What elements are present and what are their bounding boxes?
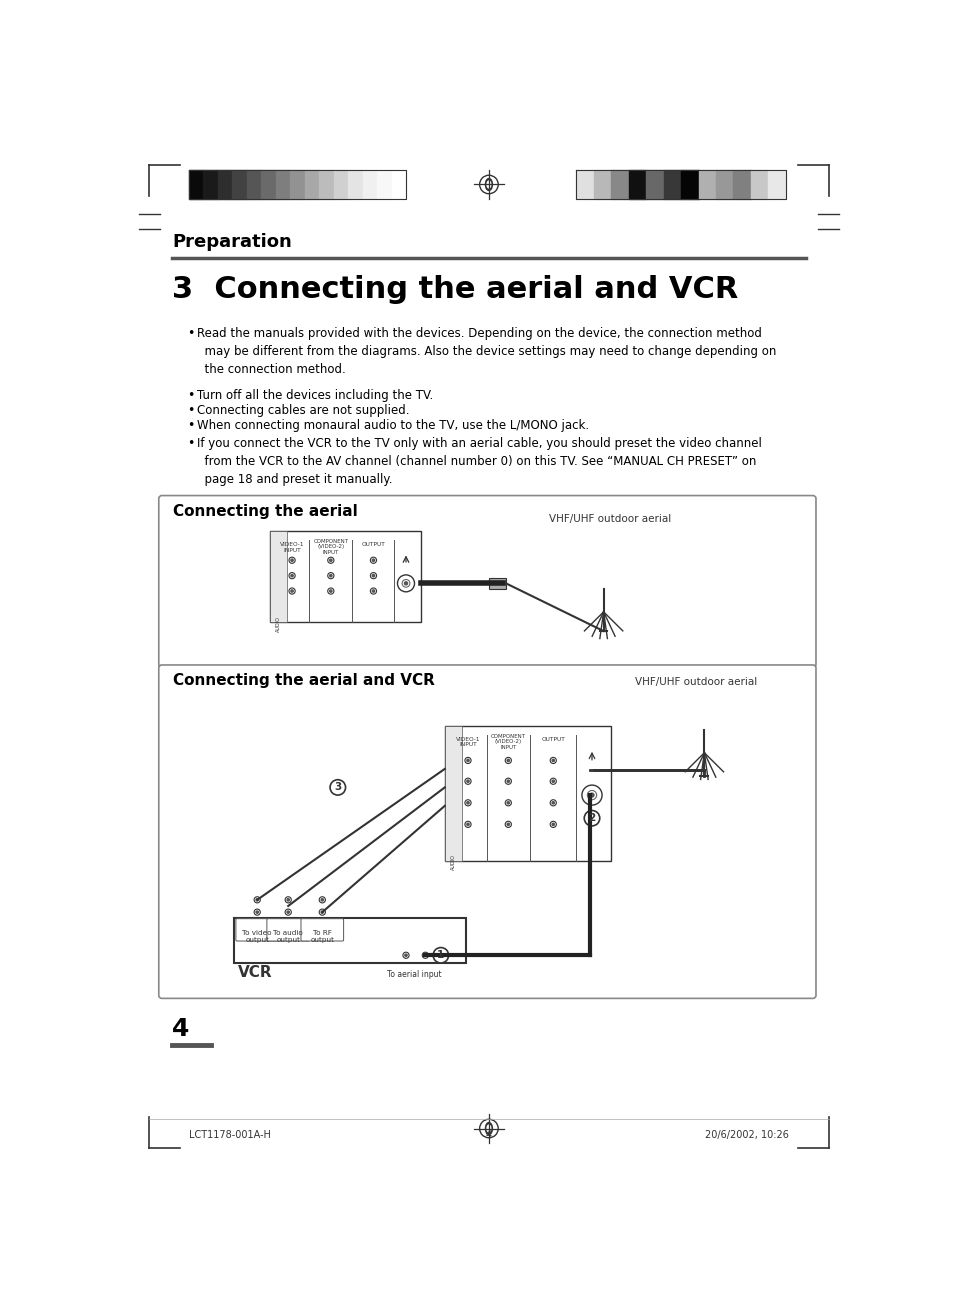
Bar bbox=[391, 170, 406, 199]
Circle shape bbox=[583, 810, 599, 826]
Circle shape bbox=[404, 582, 407, 585]
Bar bbox=[680, 170, 698, 199]
Circle shape bbox=[372, 590, 375, 593]
Circle shape bbox=[424, 954, 426, 957]
Text: 4: 4 bbox=[172, 1017, 189, 1041]
Circle shape bbox=[507, 802, 509, 803]
Text: •: • bbox=[187, 404, 194, 417]
Circle shape bbox=[550, 822, 556, 827]
Circle shape bbox=[505, 779, 511, 784]
Circle shape bbox=[253, 897, 260, 903]
Text: VHF/UHF outdoor aerial: VHF/UHF outdoor aerial bbox=[634, 677, 756, 686]
Bar bbox=[304, 170, 319, 199]
FancyBboxPatch shape bbox=[158, 495, 815, 667]
Bar bbox=[334, 170, 348, 199]
Circle shape bbox=[507, 823, 509, 826]
Text: OUTPUT: OUTPUT bbox=[540, 737, 564, 741]
Bar bbox=[733, 170, 750, 199]
Circle shape bbox=[552, 823, 554, 826]
Circle shape bbox=[328, 588, 334, 594]
Text: To audio
output: To audio output bbox=[274, 930, 303, 944]
Bar bbox=[203, 170, 217, 199]
Text: Turn off all the devices including the TV.: Turn off all the devices including the T… bbox=[196, 389, 433, 402]
Text: VCR: VCR bbox=[237, 965, 273, 980]
Bar bbox=[348, 170, 362, 199]
Text: AUDIO: AUDIO bbox=[276, 616, 281, 632]
Circle shape bbox=[285, 897, 291, 903]
Circle shape bbox=[552, 780, 554, 783]
Text: Read the manuals provided with the devices. Depending on the device, the connect: Read the manuals provided with the devic… bbox=[196, 326, 776, 376]
Text: •: • bbox=[187, 437, 194, 450]
Bar bbox=[275, 170, 290, 199]
Ellipse shape bbox=[487, 1124, 490, 1132]
Text: Connecting the aerial and VCR: Connecting the aerial and VCR bbox=[173, 673, 435, 688]
Circle shape bbox=[505, 822, 511, 827]
Text: 1: 1 bbox=[436, 950, 444, 961]
Circle shape bbox=[372, 559, 375, 562]
Circle shape bbox=[321, 898, 323, 901]
Bar bbox=[645, 170, 663, 199]
Bar bbox=[290, 170, 304, 199]
Text: OUTPUT: OUTPUT bbox=[361, 542, 385, 547]
Circle shape bbox=[466, 802, 469, 803]
Text: COMPONENT
(VIDEO-2)
INPUT: COMPONENT (VIDEO-2) INPUT bbox=[313, 538, 348, 555]
Bar bbox=[611, 170, 628, 199]
Text: LCT1178-001A-H: LCT1178-001A-H bbox=[189, 1130, 271, 1140]
Circle shape bbox=[328, 558, 334, 563]
Bar bbox=[750, 170, 767, 199]
Bar bbox=[376, 170, 391, 199]
Circle shape bbox=[552, 802, 554, 803]
Circle shape bbox=[370, 572, 376, 578]
Circle shape bbox=[287, 898, 289, 901]
Circle shape bbox=[466, 759, 469, 762]
FancyBboxPatch shape bbox=[158, 666, 815, 998]
Circle shape bbox=[370, 588, 376, 594]
Circle shape bbox=[291, 559, 293, 562]
Circle shape bbox=[464, 779, 471, 784]
Circle shape bbox=[319, 897, 325, 903]
Circle shape bbox=[552, 759, 554, 762]
Circle shape bbox=[289, 572, 294, 578]
Circle shape bbox=[507, 780, 509, 783]
Ellipse shape bbox=[485, 178, 492, 191]
Bar bbox=[247, 170, 261, 199]
Text: VIDEO-1
INPUT: VIDEO-1 INPUT bbox=[456, 737, 479, 747]
Circle shape bbox=[370, 558, 376, 563]
Bar bbox=[767, 170, 785, 199]
FancyBboxPatch shape bbox=[267, 919, 309, 941]
Text: 3  Connecting the aerial and VCR: 3 Connecting the aerial and VCR bbox=[172, 276, 738, 304]
Bar bbox=[189, 170, 203, 199]
Bar bbox=[698, 170, 716, 199]
Circle shape bbox=[505, 800, 511, 806]
Bar bbox=[716, 170, 733, 199]
Circle shape bbox=[285, 909, 291, 915]
Bar bbox=[663, 170, 680, 199]
Circle shape bbox=[505, 758, 511, 763]
Ellipse shape bbox=[487, 181, 490, 188]
Text: •: • bbox=[187, 420, 194, 433]
Circle shape bbox=[466, 780, 469, 783]
Circle shape bbox=[507, 759, 509, 762]
Text: To aerial input: To aerial input bbox=[386, 970, 441, 979]
Bar bbox=[270, 530, 287, 621]
Bar bbox=[319, 170, 334, 199]
Text: VHF/UHF outdoor aerial: VHF/UHF outdoor aerial bbox=[549, 514, 671, 524]
Text: AUDIO: AUDIO bbox=[451, 854, 456, 870]
Circle shape bbox=[253, 909, 260, 915]
Text: To video
output: To video output bbox=[242, 930, 272, 944]
Circle shape bbox=[581, 785, 601, 805]
Circle shape bbox=[291, 575, 293, 577]
Bar bbox=[233, 170, 247, 199]
Circle shape bbox=[422, 952, 428, 958]
Text: 4: 4 bbox=[485, 1130, 492, 1140]
Circle shape bbox=[321, 911, 323, 914]
Text: COMPONENT
(VIDEO-2)
INPUT: COMPONENT (VIDEO-2) INPUT bbox=[490, 733, 525, 750]
Text: 3: 3 bbox=[334, 783, 341, 793]
Circle shape bbox=[404, 954, 407, 957]
Circle shape bbox=[433, 948, 448, 963]
Circle shape bbox=[464, 758, 471, 763]
Bar bbox=[362, 170, 376, 199]
Ellipse shape bbox=[485, 1122, 492, 1135]
Circle shape bbox=[255, 911, 258, 914]
Circle shape bbox=[587, 790, 596, 800]
